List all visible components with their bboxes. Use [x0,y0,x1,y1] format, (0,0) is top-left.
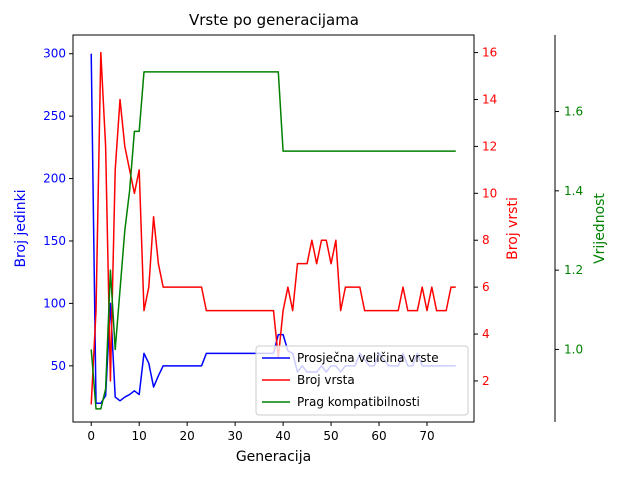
second-right-y-tick-label: 1.0 [564,342,583,356]
x-tick-label: 10 [132,429,147,443]
x-axis-label: Generacija [236,449,311,465]
right-y-tick-label: 2 [482,374,490,388]
series-line-2 [90,51,456,405]
left-y-tick-label: 150 [43,234,66,248]
right-y-tick-label: 6 [482,280,490,294]
x-tick-label: 40 [275,429,290,443]
left-y-tick-label: 100 [43,296,66,310]
right-y-tick-label: 16 [482,46,497,60]
x-tick-label: 50 [323,429,338,443]
legend-entry-label: Prosječna veličina vrste [297,351,439,365]
right-y-tick-label: 8 [482,233,490,247]
second-right-y-axis-label: Vrijednost [592,193,608,264]
right-y-tick-label: 4 [482,327,490,341]
left-y-axis-label: Broj jedinki [13,189,29,267]
legend-box [255,345,469,416]
right-y-tick-label: 10 [482,186,497,200]
x-tick-label: 70 [419,429,434,443]
right-y-axis-label: Broj vrsti [505,197,521,260]
x-tick-label: 0 [87,429,95,443]
left-y-tick-label: 250 [43,109,66,123]
series-line-3 [90,71,456,410]
legend-entry-label: Broj vrsta [297,373,355,387]
chart-title: Vrste po generacijama [189,11,359,29]
right-y-tick-label: 14 [482,93,497,107]
right-y-tick-label: 12 [482,139,497,153]
x-tick-label: 60 [371,429,386,443]
plot-frame [72,34,475,423]
x-tick-label: 30 [227,429,242,443]
second-right-y-tick-label: 1.2 [564,263,583,277]
left-y-tick-label: 300 [43,47,66,61]
left-y-tick-label: 50 [51,359,66,373]
second-right-y-tick-label: 1.4 [564,184,583,198]
left-y-tick-label: 200 [43,172,66,186]
legend-entry-label: Prag kompatibilnosti [297,395,420,409]
second-right-y-tick-label: 1.6 [564,105,583,119]
x-tick-label: 20 [180,429,195,443]
